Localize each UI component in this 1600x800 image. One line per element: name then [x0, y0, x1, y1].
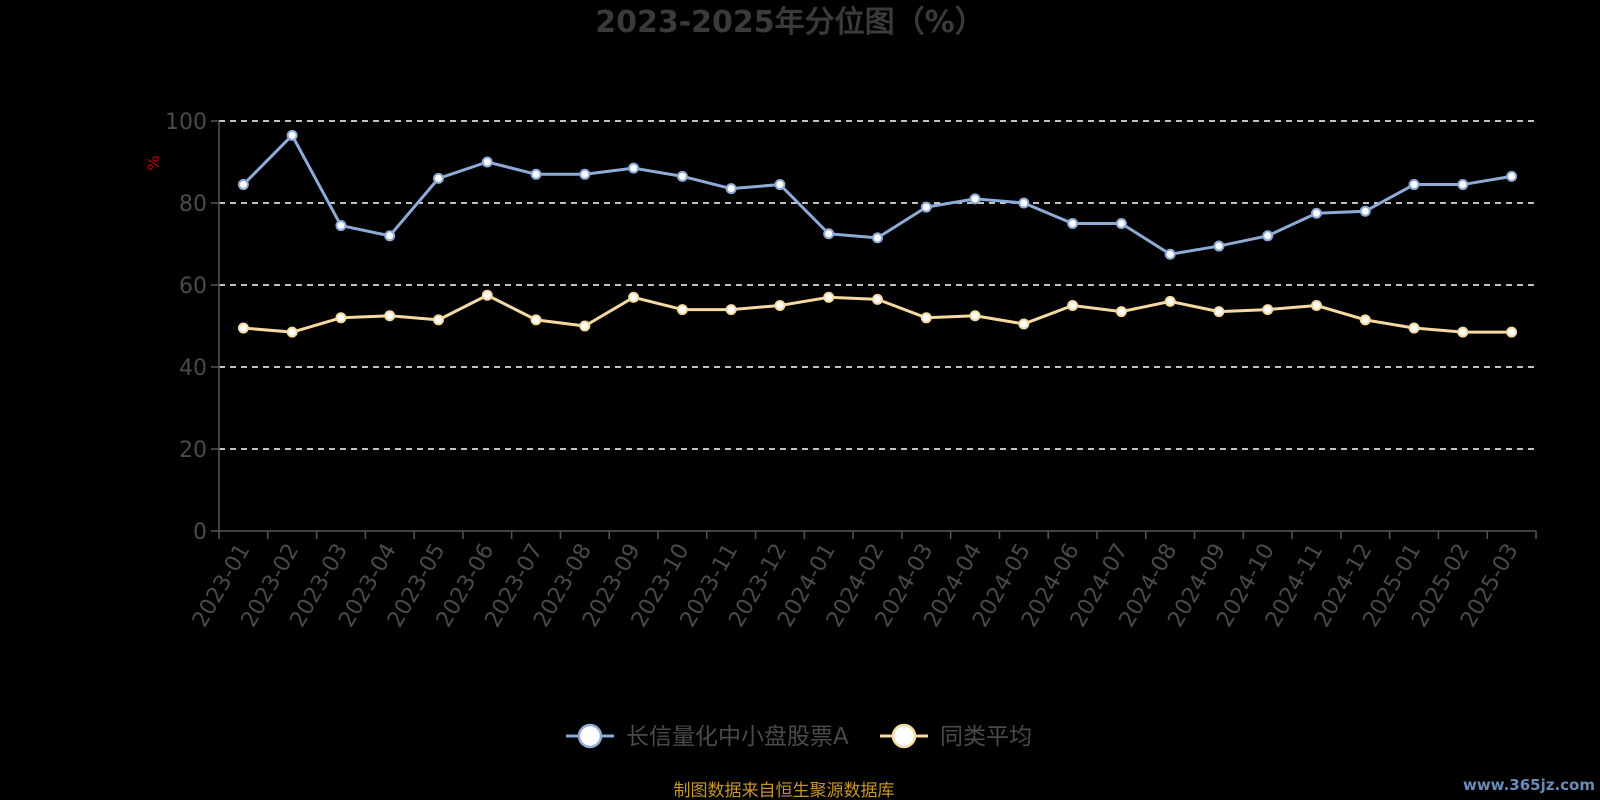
- data-point: [481, 156, 493, 168]
- data-point: [237, 322, 249, 334]
- axes: 0204060801002023-012023-022023-032023-04…: [165, 110, 1537, 632]
- data-point: [1311, 300, 1322, 311]
- chart-title: 2023-2025年分位图（%）: [595, 5, 985, 40]
- data-point: [1359, 314, 1371, 326]
- data-point: [969, 193, 981, 205]
- grid: [219, 120, 1536, 450]
- data-point: [1115, 218, 1127, 229]
- data-point: [579, 320, 591, 332]
- data-source-note: 制图数据来自恒生聚源数据库: [674, 781, 895, 800]
- legend-item-0[interactable]: 长信量化中小盘股票A: [566, 723, 849, 750]
- data-point: [969, 310, 981, 322]
- data-point: [725, 183, 737, 195]
- data-point: [1213, 240, 1225, 252]
- data-point: [676, 304, 688, 316]
- data-point: [433, 314, 444, 326]
- y-tick-label: 60: [179, 274, 207, 299]
- data-point: [286, 129, 298, 141]
- data-point: [1067, 300, 1079, 311]
- data-point: [774, 179, 786, 191]
- data-point: [1213, 306, 1225, 318]
- data-point: [1359, 205, 1371, 217]
- data-point: [1457, 326, 1469, 338]
- series-1: [237, 289, 1518, 338]
- legend-item-1[interactable]: 同类平均: [880, 723, 1032, 750]
- data-point: [530, 314, 542, 326]
- data-point: [823, 228, 835, 240]
- data-point: [1164, 295, 1176, 307]
- legend[interactable]: 长信量化中小盘股票A 同类平均: [566, 723, 1032, 750]
- data-point: [920, 312, 932, 324]
- legend-label: 同类平均: [940, 724, 1032, 750]
- y-tick-label: 20: [179, 438, 207, 463]
- data-point: [286, 326, 298, 338]
- data-point: [335, 220, 347, 232]
- y-tick-label: 100: [165, 110, 207, 135]
- data-point: [920, 201, 932, 213]
- data-point: [1506, 326, 1518, 338]
- data-point: [433, 172, 444, 184]
- data-point: [628, 291, 640, 303]
- data-point: [1018, 197, 1030, 209]
- data-point: [1018, 318, 1030, 330]
- data-point: [1506, 170, 1518, 182]
- data-point: [725, 304, 737, 316]
- data-point: [1164, 248, 1176, 260]
- data-point: [1115, 306, 1127, 318]
- data-point: [1262, 230, 1274, 242]
- data-point: [823, 291, 835, 303]
- data-point: [384, 230, 396, 242]
- data-point: [774, 300, 786, 311]
- series-0: [237, 129, 1518, 260]
- legend-marker: [577, 723, 603, 749]
- data-point: [237, 179, 249, 191]
- y-tick-label: 80: [179, 192, 207, 217]
- y-tick-label: 0: [193, 520, 207, 545]
- legend-marker: [891, 723, 917, 749]
- data-point: [384, 310, 396, 322]
- data-point: [335, 312, 347, 324]
- data-point: [1408, 179, 1420, 191]
- data-point: [1067, 218, 1079, 229]
- data-point: [481, 289, 493, 301]
- data-point: [676, 170, 688, 182]
- data-point: [1457, 179, 1469, 191]
- data-point: [1408, 322, 1420, 334]
- data-point: [872, 232, 883, 244]
- y-tick-label: 40: [179, 356, 207, 381]
- data-point: [530, 168, 542, 180]
- data-point: [872, 293, 883, 305]
- legend-label: 长信量化中小盘股票A: [626, 724, 849, 750]
- data-point: [1262, 304, 1274, 316]
- y-axis-unit-label: %: [144, 155, 163, 170]
- watermark: www.365jz.com: [1463, 776, 1595, 794]
- data-point: [1311, 207, 1322, 219]
- series-lines: [237, 129, 1518, 338]
- data-point: [579, 168, 591, 180]
- data-point: [628, 162, 640, 174]
